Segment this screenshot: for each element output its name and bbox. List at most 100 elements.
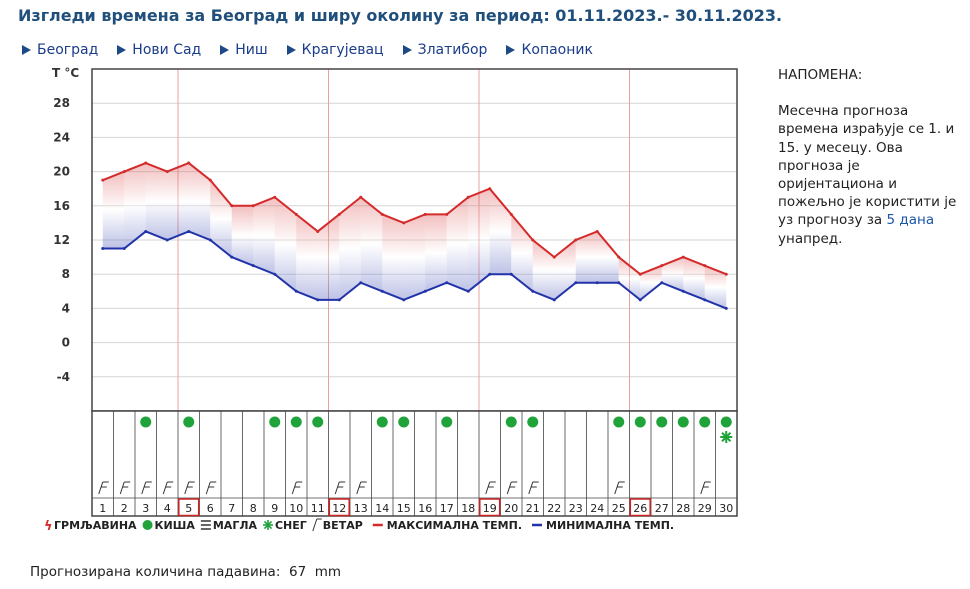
max-temp-point — [681, 255, 685, 259]
y-tick-label: 24 — [53, 130, 70, 144]
max-temp-point — [724, 272, 728, 276]
arrow-right-icon — [220, 45, 230, 55]
max-temp-point — [617, 255, 621, 259]
band-segment — [661, 257, 684, 292]
band-segment — [446, 197, 469, 292]
day-number-label: 3 — [142, 502, 149, 515]
band-segment — [403, 214, 426, 300]
nav-item-beograd[interactable]: Београд — [22, 41, 98, 59]
band-segment — [425, 214, 447, 292]
rain-icon — [376, 416, 388, 428]
wind-staff — [291, 481, 297, 495]
day-number-label: 14 — [375, 502, 389, 515]
min-temp-point — [273, 272, 277, 276]
min-temp-point — [595, 281, 599, 285]
min-temp-point — [445, 281, 449, 285]
nav-item-novi-sad[interactable]: Нови Сад — [117, 41, 201, 59]
nav-item-kragujevac[interactable]: Крагујевац — [286, 41, 384, 59]
band-segment — [253, 197, 275, 275]
day-number-label: 6 — [207, 502, 214, 515]
arrow-right-icon — [286, 45, 296, 55]
wind-icon — [700, 481, 711, 495]
wind-icon — [614, 481, 625, 495]
max-temp-point — [552, 255, 556, 259]
wind-icon — [141, 481, 152, 495]
rain-icon — [142, 520, 153, 530]
wind-staff — [528, 481, 534, 495]
band-segment — [640, 265, 662, 300]
wind-icon — [312, 518, 318, 532]
snow-icon — [720, 431, 733, 443]
day-number-label: 5 — [185, 502, 192, 515]
wind-staff — [485, 481, 491, 495]
y-tick-label: 20 — [53, 165, 70, 179]
band-segment — [274, 197, 297, 292]
band-segment — [618, 257, 641, 300]
note-text-after: унапред. — [778, 230, 843, 247]
rain-icon — [634, 416, 646, 428]
max-temp-point — [423, 212, 427, 216]
day-number-label: 24 — [590, 502, 604, 515]
band-segment — [468, 188, 490, 292]
band-segment — [575, 231, 598, 283]
max-temp-point — [595, 229, 599, 233]
min-temp-point — [703, 298, 707, 302]
wind-icon — [205, 481, 217, 495]
nav-item-kopaonik[interactable]: Копаоник — [506, 41, 593, 59]
max-temp-point — [466, 195, 470, 199]
max-temp-point — [251, 204, 255, 208]
wind-staff — [700, 481, 706, 495]
legend-label: МАКСИМАЛНА ТЕМП. — [387, 519, 522, 532]
highlighted-day-box — [479, 498, 501, 517]
nav-item-label: Нови Сад — [132, 42, 202, 58]
min-temp-point — [230, 255, 234, 259]
y-tick-label: 0 — [62, 336, 70, 350]
min-temp-point — [660, 281, 664, 285]
max-temp-point — [660, 264, 664, 268]
min-temp-point — [380, 289, 384, 293]
day-number-label: 25 — [612, 502, 626, 515]
band-segment — [210, 180, 232, 258]
day-number-label: 21 — [526, 502, 540, 515]
wind-staff — [98, 481, 104, 495]
arrow-right-icon — [22, 45, 31, 55]
min-temp-point — [101, 247, 105, 251]
band-segment — [231, 205, 254, 266]
min-temp-point — [359, 281, 363, 285]
max-temp-point — [187, 161, 191, 165]
day-number-label: 11 — [311, 502, 325, 515]
note-text: Месечна прогноза времена израђује се 1. … — [778, 102, 958, 248]
rain-icon — [398, 416, 410, 428]
legend-label: МИНИМАЛНА ТЕМП. — [546, 519, 674, 532]
band-segment — [317, 214, 340, 300]
storm-icon: ϟ — [44, 519, 53, 534]
nav-item-label: Београд — [37, 42, 99, 58]
nav-item-label: Ниш — [235, 42, 268, 58]
rain-icon — [505, 416, 517, 428]
min-temp-point — [488, 272, 492, 276]
nav-item-nis[interactable]: Ниш — [220, 41, 268, 59]
min-temp-line — [102, 230, 727, 310]
wind-icon — [334, 481, 346, 495]
max-temp-line — [102, 161, 727, 276]
max-temp-point — [144, 161, 148, 165]
wind-staff — [205, 481, 211, 495]
rain-icon — [269, 416, 281, 428]
max-temp-point — [101, 178, 105, 182]
legend-label: СНЕГ — [275, 519, 307, 532]
day-number-label: 13 — [354, 502, 368, 515]
five-day-forecast-link[interactable]: 5 дана — [886, 212, 935, 229]
max-temp-point — [208, 178, 212, 182]
legend-label: ГРМЉАВИНА — [54, 519, 137, 532]
max-temp-point — [337, 212, 341, 216]
band-segment — [683, 257, 705, 300]
y-tick-label: -4 — [57, 370, 70, 384]
wind-staff — [356, 481, 362, 495]
day-number-label: 28 — [676, 502, 690, 515]
max-temp-point — [380, 212, 384, 216]
nav-item-label: Копаоник — [521, 42, 593, 58]
min-temp-point — [165, 238, 169, 242]
day-number-label: 29 — [698, 502, 712, 515]
nav-item-zlatibor[interactable]: Златибор — [402, 41, 487, 59]
day-number-label: 23 — [569, 502, 583, 515]
